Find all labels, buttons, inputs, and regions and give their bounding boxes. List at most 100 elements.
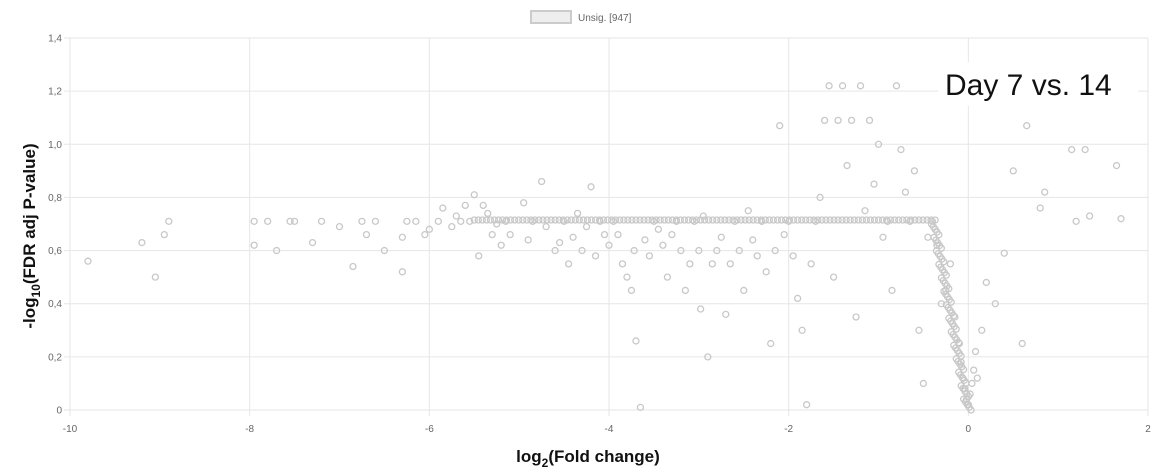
data-point <box>773 216 782 224</box>
data-point <box>843 161 851 170</box>
data-point <box>672 216 681 224</box>
data-points <box>84 82 1125 414</box>
data-point <box>575 216 584 224</box>
data-point <box>753 252 761 260</box>
data-point <box>567 216 575 224</box>
y-tick-label: 0 <box>56 406 62 417</box>
data-point <box>676 216 685 224</box>
data-point <box>677 246 685 255</box>
data-point <box>919 216 927 224</box>
data-point <box>664 216 672 224</box>
data-point <box>448 223 456 231</box>
data-point <box>620 216 628 224</box>
data-point <box>380 246 389 255</box>
data-point <box>789 252 797 260</box>
data-point <box>767 339 775 348</box>
data-point <box>412 217 420 225</box>
data-point <box>457 217 465 225</box>
data-point <box>729 216 737 224</box>
data-point <box>539 216 547 224</box>
data-point <box>761 216 769 224</box>
data-point <box>717 233 725 241</box>
y-tick-label: 1,0 <box>48 140 62 151</box>
data-point <box>583 216 592 224</box>
data-point <box>865 116 874 125</box>
legend[interactable]: Unsig. [947] <box>530 10 632 24</box>
data-point <box>84 257 92 265</box>
data-point <box>705 216 713 224</box>
data-point <box>1000 249 1008 257</box>
data-point <box>627 286 636 295</box>
data-point <box>802 401 811 409</box>
data-point <box>632 337 640 345</box>
data-point <box>579 216 588 224</box>
data-point <box>599 216 608 224</box>
data-point <box>888 286 896 295</box>
data-point <box>668 216 676 224</box>
data-point <box>771 246 779 255</box>
data-point <box>616 216 624 224</box>
y-tick-label: 0,2 <box>48 352 62 363</box>
x-axis-label: log2(Fold change) <box>516 447 660 470</box>
data-point <box>870 180 878 188</box>
data-point <box>740 286 748 295</box>
data-point <box>741 216 749 224</box>
data-point <box>543 216 551 224</box>
data-point <box>452 212 460 220</box>
data-point <box>991 300 999 308</box>
data-point <box>648 216 656 224</box>
data-point <box>745 216 753 224</box>
y-tick-labels: 0 0,2 0,4 0,6 0,8 1,0 1,2 1,4 <box>48 34 62 417</box>
data-point <box>608 216 616 224</box>
data-point <box>886 216 895 224</box>
data-point <box>785 216 794 224</box>
data-point <box>874 140 883 148</box>
data-point <box>511 216 519 224</box>
x-tick-labels: -10 -8 -6 -4 -2 0 2 <box>63 424 1151 435</box>
legend-swatch <box>530 10 572 24</box>
data-point <box>520 199 528 207</box>
data-point <box>547 216 555 224</box>
data-point <box>362 230 371 239</box>
data-point <box>777 216 786 224</box>
data-point <box>486 216 495 224</box>
data-point <box>717 216 725 224</box>
data-point <box>733 216 741 224</box>
data-point <box>753 216 761 224</box>
data-point <box>968 379 976 388</box>
data-point <box>879 233 887 241</box>
data-point <box>478 216 486 224</box>
data-point <box>551 216 559 224</box>
data-point <box>630 246 638 255</box>
data-point <box>866 216 875 224</box>
y-axis-label: -log10(FDR adj P-value) <box>20 143 43 328</box>
data-point <box>479 201 487 210</box>
data-point <box>895 216 903 224</box>
grid-lines <box>64 37 1149 416</box>
data-point <box>838 82 847 90</box>
data-point <box>907 216 915 224</box>
data-point <box>862 216 871 224</box>
data-point <box>735 246 743 255</box>
y-tick-label: 1,2 <box>48 87 62 98</box>
data-point <box>1009 167 1017 175</box>
data-point <box>696 216 705 224</box>
data-point <box>624 216 632 224</box>
data-point <box>475 252 483 260</box>
data-point <box>659 241 667 249</box>
data-point <box>769 216 778 224</box>
data-point <box>820 116 829 125</box>
data-point <box>901 188 910 196</box>
data-point <box>632 216 640 224</box>
data-point <box>810 216 818 224</box>
data-point <box>398 233 407 241</box>
data-point <box>398 268 407 276</box>
data-point <box>892 82 901 90</box>
data-point <box>498 216 507 224</box>
data-point <box>571 216 579 224</box>
data-point <box>523 216 531 224</box>
data-point <box>861 207 869 215</box>
data-point <box>924 233 932 241</box>
data-point <box>737 216 745 224</box>
